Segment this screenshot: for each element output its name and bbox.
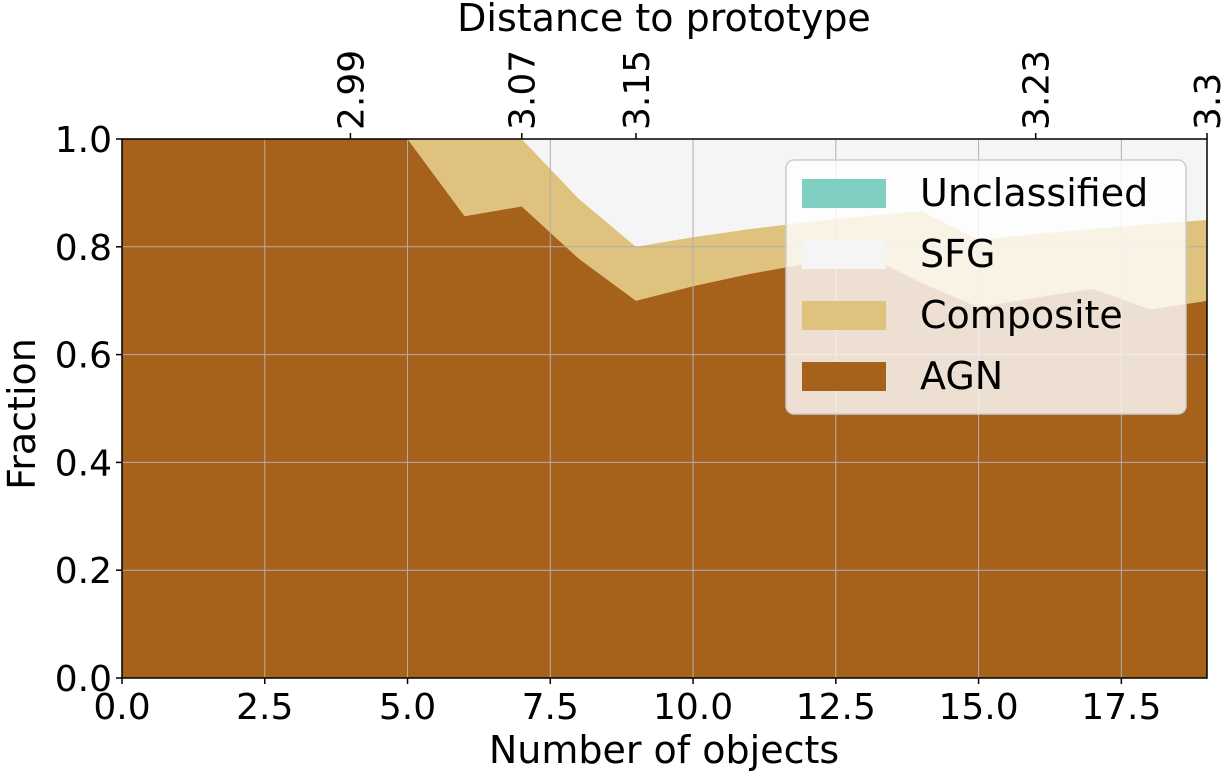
- top-tick-label: 3.3: [1188, 73, 1226, 130]
- top-tick-label: 2.99: [331, 50, 372, 130]
- legend-swatch-agn: [802, 362, 886, 391]
- y-tick-label: 0.8: [55, 228, 112, 269]
- legend-swatch-sfg: [802, 240, 886, 269]
- top-axis-ticks: 2.99 3.07 3.15 3.23 3.3: [331, 50, 1226, 139]
- y-tick-label: 0.0: [55, 659, 112, 700]
- legend-label-agn: AGN: [920, 354, 1003, 398]
- top-axis-label: Distance to prototype: [457, 0, 871, 40]
- y-axis-ticks: 0.0 0.2 0.4 0.6 0.8 1.0: [55, 120, 122, 700]
- x-tick-label: 15.0: [939, 687, 1019, 728]
- top-tick-label: 3.23: [1017, 50, 1058, 130]
- legend-swatch-unclassified: [802, 179, 886, 208]
- plot-frame: [121, 138, 1208, 679]
- y-tick-label: 1.0: [55, 120, 112, 161]
- x-tick-label: 10.0: [653, 687, 733, 728]
- x-tick-label: 0.0: [93, 687, 150, 728]
- x-tick-label: 12.5: [796, 687, 876, 728]
- y-tick-label: 0.2: [55, 551, 112, 592]
- x-tick-label: 5.0: [379, 687, 436, 728]
- legend-label-sfg: SFG: [920, 232, 995, 276]
- x-axis-ticks: 0.0 2.5 5.0 7.5 10.0 12.5 15.0 17.5: [93, 678, 1161, 728]
- x-tick-label: 17.5: [1081, 687, 1161, 728]
- legend-label-unclassified: Unclassified: [920, 171, 1148, 215]
- area-agn: [122, 139, 1207, 678]
- top-tick-label: 3.07: [503, 50, 544, 130]
- x-axis-label: Number of objects: [489, 728, 839, 772]
- top-tick-label: 3.15: [617, 50, 658, 130]
- x-tick-label: 2.5: [236, 687, 293, 728]
- legend-box: [785, 159, 1187, 415]
- legend-label-composite: Composite: [920, 293, 1123, 337]
- legend-swatch-composite: [802, 301, 886, 330]
- y-tick-label: 0.4: [55, 443, 112, 484]
- x-tick-label: 7.5: [522, 687, 579, 728]
- y-axis-label: Fraction: [0, 338, 44, 490]
- legend: Unclassified SFG Composite AGN: [785, 159, 1187, 415]
- y-tick-label: 0.6: [55, 336, 112, 377]
